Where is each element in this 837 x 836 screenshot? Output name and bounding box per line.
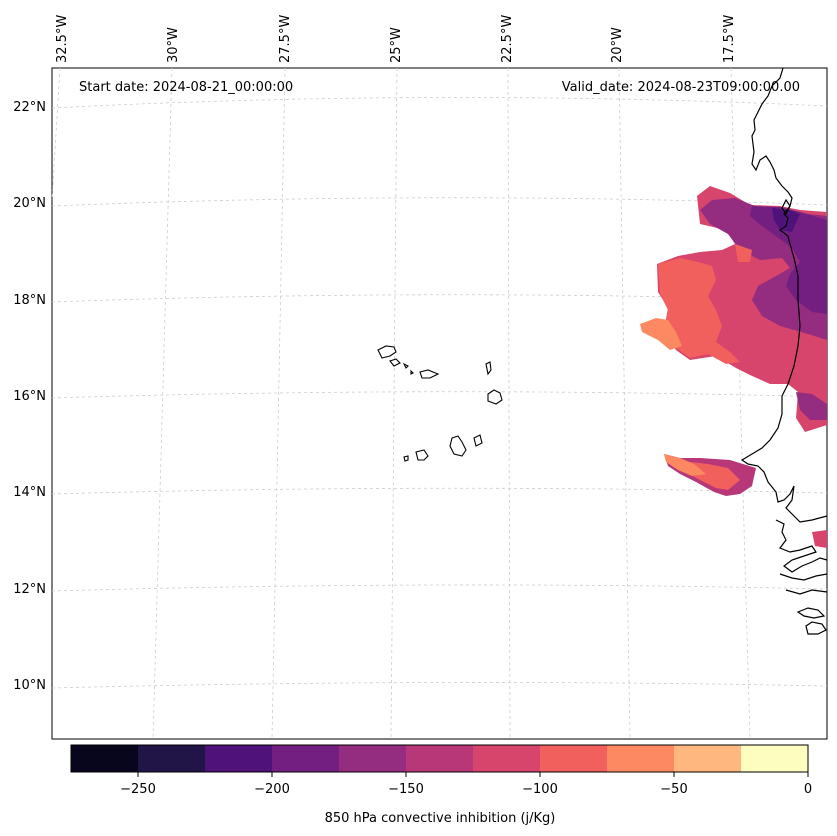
colorbar-swatch — [138, 745, 206, 772]
colorbar-outline — [70, 744, 809, 773]
colorbar-tick-label: −100 — [522, 782, 558, 797]
lat-label: 10°N — [13, 678, 46, 693]
lon-label: 20°W — [610, 27, 625, 63]
lat-label: 20°N — [13, 196, 46, 211]
colorbar-tick-label: −200 — [254, 782, 290, 797]
graticule — [51, 67, 828, 740]
colorbar-tick-label: −150 — [388, 782, 424, 797]
colorbar-tick-label: −250 — [120, 782, 156, 797]
colorbar — [70, 744, 809, 773]
map-frame — [51, 67, 828, 740]
lon-label: 17.5°W — [722, 15, 737, 63]
colorbar-swatch — [71, 745, 139, 772]
colorbar-tick-label: 0 — [804, 782, 812, 797]
lon-label: 22.5°W — [500, 15, 515, 63]
lon-label: 27.5°W — [278, 15, 293, 63]
colorbar-tick-label: −50 — [660, 782, 687, 797]
colorbar-label: 850 hPa convective inhibition (j/Kg) — [325, 811, 556, 826]
lon-label: 25°W — [389, 27, 404, 63]
colorbar-swatch — [339, 745, 407, 772]
coastline — [740, 67, 828, 635]
valid-date-label: Valid_date: 2024-08-23T09:00:00.00 — [562, 80, 800, 95]
longitude-labels: 32.5°W 30°W 27.5°W 25°W 22.5°W 20°W 17.5… — [55, 15, 737, 63]
latitude-labels: 22°N 20°N 18°N 16°N 14°N 12°N 10°N — [13, 100, 46, 693]
colorbar-ticks: −250 −200 −150 −100 −50 0 — [120, 772, 812, 797]
lat-label: 12°N — [13, 582, 46, 597]
colorbar-swatch — [473, 745, 541, 772]
start-date-label: Start date: 2024-08-21_00:00:00 — [79, 80, 293, 95]
cin-contours — [640, 186, 827, 548]
colorbar-swatch — [205, 745, 273, 772]
colorbar-swatch — [741, 745, 809, 772]
lat-label: 18°N — [13, 293, 46, 308]
colorbar-swatch — [607, 745, 675, 772]
lon-label: 30°W — [166, 27, 181, 63]
lon-label: 32.5°W — [55, 15, 70, 63]
colorbar-swatch — [674, 745, 742, 772]
colorbar-swatch — [540, 745, 608, 772]
colorbar-swatch — [406, 745, 474, 772]
cape-verde-islands — [377, 345, 503, 462]
lat-label: 14°N — [13, 485, 46, 500]
colorbar-swatch — [272, 745, 340, 772]
lat-label: 22°N — [13, 100, 46, 115]
lat-label: 16°N — [13, 389, 46, 404]
